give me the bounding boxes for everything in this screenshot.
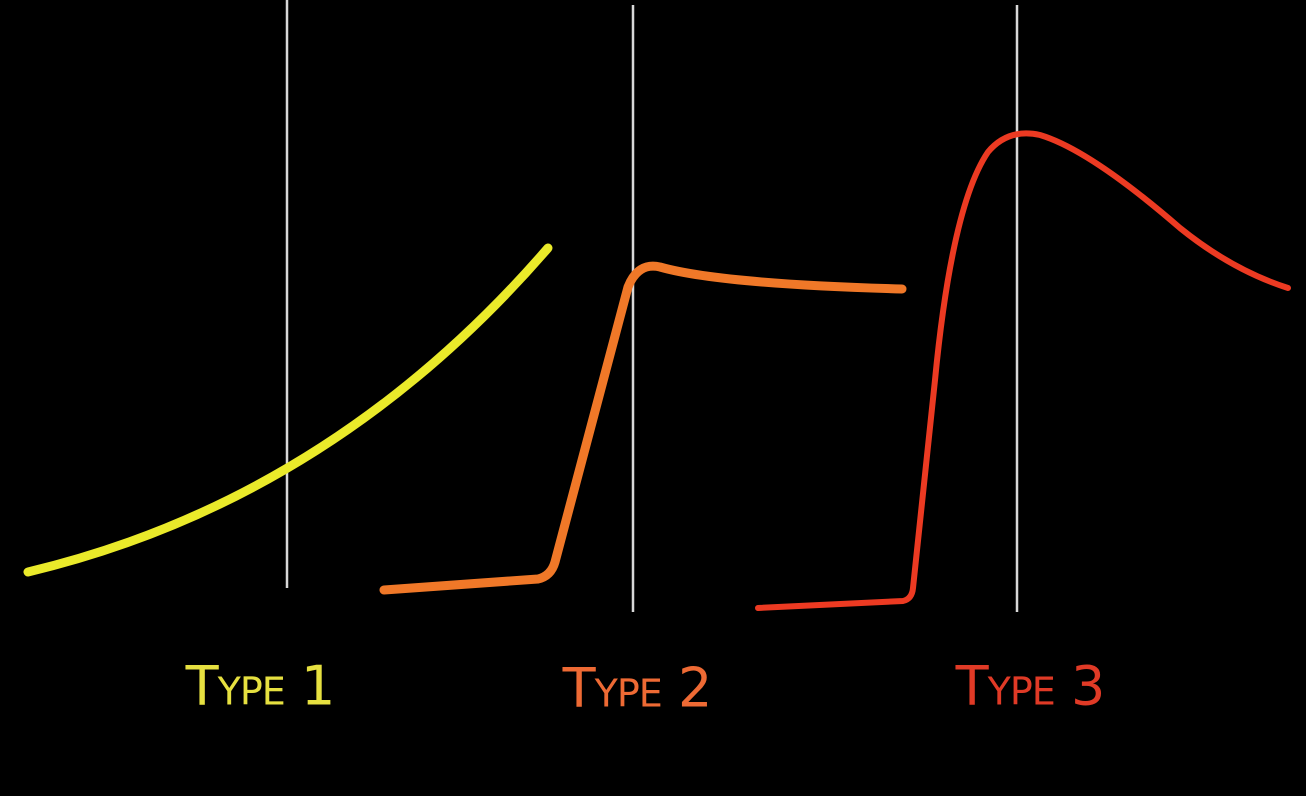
type-2-curve (379, 261, 907, 595)
type-label: Type 3 (955, 655, 1105, 718)
type-label: Type 1 (185, 655, 335, 718)
type-1-curve (23, 243, 553, 577)
type-label: Type 2 (562, 657, 712, 720)
type-3-curve (755, 130, 1291, 611)
